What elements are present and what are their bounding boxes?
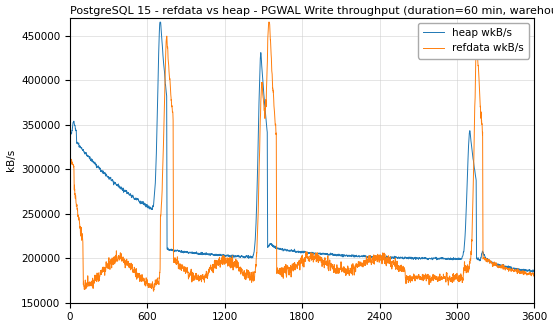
heap wkB/s <box>531 270 538 274</box>
heap wkB/s <box>156 20 163 24</box>
heap wkB/s <box>166 248 173 252</box>
Legend: heap wkB/s, refdata wkB/s: heap wkB/s, refdata wkB/s <box>418 23 529 59</box>
refdata wkB/s <box>196 276 203 280</box>
refdata wkB/s <box>265 20 272 24</box>
refdata wkB/s <box>356 264 362 268</box>
heap wkB/s <box>67 130 74 134</box>
refdata wkB/s <box>67 159 74 163</box>
Line: refdata wkB/s: refdata wkB/s <box>70 22 534 291</box>
Text: PostgreSQL 15 - refdata vs heap - PGWAL Write throughput (duration=60 min, wareh: PostgreSQL 15 - refdata vs heap - PGWAL … <box>70 6 553 15</box>
Y-axis label: kB/s: kB/s <box>6 149 15 171</box>
heap wkB/s <box>356 254 362 257</box>
heap wkB/s <box>196 252 203 256</box>
heap wkB/s <box>487 260 493 264</box>
refdata wkB/s <box>531 272 538 276</box>
refdata wkB/s <box>166 77 173 81</box>
refdata wkB/s <box>150 289 157 293</box>
Line: heap wkB/s: heap wkB/s <box>70 22 534 272</box>
heap wkB/s <box>347 254 354 257</box>
refdata wkB/s <box>531 272 538 276</box>
heap wkB/s <box>531 269 538 273</box>
refdata wkB/s <box>348 270 354 274</box>
refdata wkB/s <box>487 259 494 263</box>
